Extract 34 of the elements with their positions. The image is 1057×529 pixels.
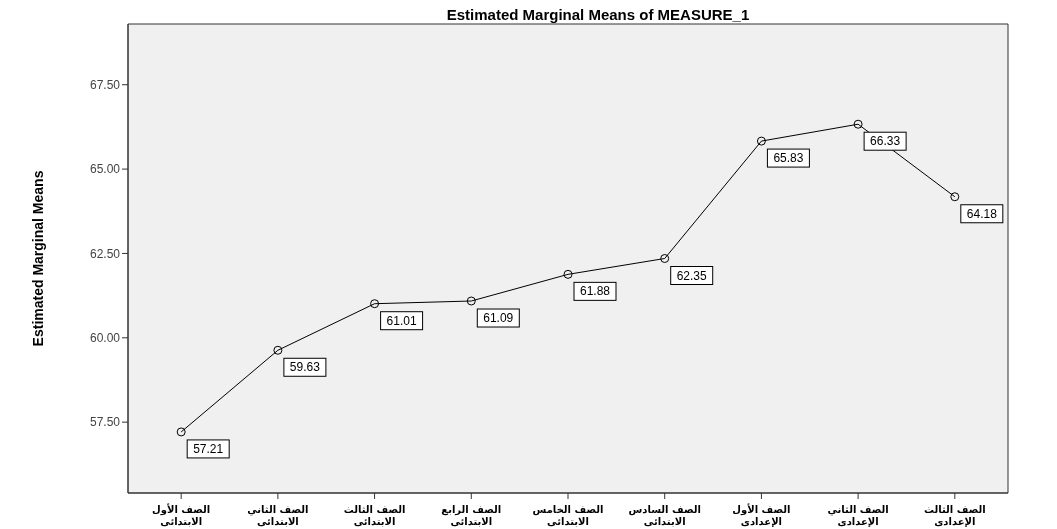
x-tick-label: الصف السادس الابتدائي	[628, 504, 701, 528]
chart-title: Estimated Marginal Means of MEASURE_1	[445, 6, 751, 23]
point	[273, 345, 283, 355]
y-axis-title: Estimated Marginal Means	[29, 170, 46, 347]
x-tick-label: الصف الثالث الإعدادي	[923, 504, 986, 528]
y-tick-label: 60.00	[89, 331, 121, 346]
data-label: 64.18	[966, 206, 998, 221]
x-tick-label: الصف الأول الابتدائي	[152, 503, 211, 528]
point	[660, 254, 670, 263]
x-tick-label: الصف الخامس الابتدائي	[532, 504, 604, 528]
point	[563, 269, 573, 279]
data-label: 61.01	[386, 313, 417, 328]
point	[950, 192, 960, 202]
data-label: 57.21	[193, 441, 224, 456]
y-tick-label: 67.50	[89, 77, 121, 92]
x-tick-label: الصف الأول الإعدادي	[732, 503, 791, 528]
data-label: 65.83	[773, 151, 804, 166]
point	[370, 299, 380, 309]
data-label: 61.88	[579, 284, 611, 299]
x-tick-label: الصف الثاني الابتدائي	[247, 504, 309, 528]
y-tick-label: 57.50	[89, 415, 121, 430]
y-tick-label: 65.00	[89, 162, 121, 177]
point	[466, 296, 476, 306]
data-label: 62.35	[676, 268, 708, 283]
x-tick-label: الصف الرابع الابتدائي	[441, 504, 502, 528]
point	[756, 136, 766, 146]
point	[853, 119, 863, 129]
x-tick-label: الصف الثالث الابتدائي	[343, 504, 406, 528]
x-tick-label: الصف الثاني الإعدادي	[827, 504, 889, 528]
data-label: 59.63	[289, 360, 321, 375]
data-label: 61.09	[483, 311, 514, 326]
point	[176, 427, 186, 437]
y-tick-label: 62.50	[89, 246, 121, 261]
data-label: 66.33	[870, 134, 901, 149]
